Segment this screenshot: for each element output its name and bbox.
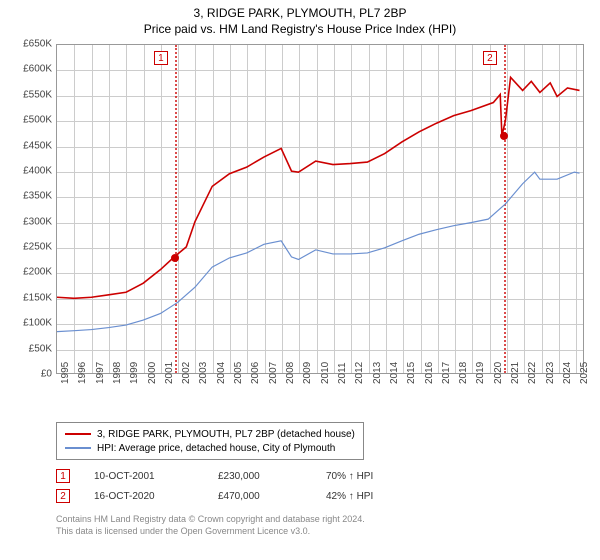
marker-badge: 1 bbox=[56, 469, 70, 483]
titles: 3, RIDGE PARK, PLYMOUTH, PL7 2BP Price p… bbox=[0, 0, 600, 36]
y-axis-label: £200K bbox=[8, 267, 52, 278]
footnote-line: Contains HM Land Registry data © Crown c… bbox=[56, 514, 365, 526]
legend-row: HPI: Average price, detached house, City… bbox=[65, 441, 355, 455]
y-axis-label: £350K bbox=[8, 191, 52, 202]
transaction-dot bbox=[500, 132, 508, 140]
footnote-line: This data is licensed under the Open Gov… bbox=[56, 526, 365, 538]
transaction-pct: 42% ↑ HPI bbox=[326, 491, 416, 502]
transaction-dot bbox=[171, 254, 179, 262]
series-hpi bbox=[57, 172, 580, 332]
marker-badge: 2 bbox=[56, 489, 70, 503]
y-axis-label: £0 bbox=[8, 369, 52, 380]
title-subtitle: Price paid vs. HM Land Registry's House … bbox=[0, 22, 600, 36]
y-axis-label: £600K bbox=[8, 64, 52, 75]
series-svg bbox=[57, 45, 583, 373]
marker-box: 2 bbox=[483, 51, 497, 65]
y-axis-label: £50K bbox=[8, 343, 52, 354]
legend-label: HPI: Average price, detached house, City… bbox=[97, 443, 335, 454]
y-axis-label: £150K bbox=[8, 292, 52, 303]
transaction-table: 1 10-OCT-2001 £230,000 70% ↑ HPI 2 16-OC… bbox=[56, 466, 416, 506]
table-row: 2 16-OCT-2020 £470,000 42% ↑ HPI bbox=[56, 486, 416, 506]
legend-label: 3, RIDGE PARK, PLYMOUTH, PL7 2BP (detach… bbox=[97, 429, 355, 440]
chart-area: 12 £0£50K£100K£150K£200K£250K£300K£350K£… bbox=[8, 44, 592, 414]
y-axis-label: £450K bbox=[8, 140, 52, 151]
legend-swatch bbox=[65, 433, 91, 435]
transaction-pct: 70% ↑ HPI bbox=[326, 471, 416, 482]
legend-swatch bbox=[65, 447, 91, 449]
footnote: Contains HM Land Registry data © Crown c… bbox=[56, 514, 365, 537]
chart-container: 3, RIDGE PARK, PLYMOUTH, PL7 2BP Price p… bbox=[0, 0, 600, 560]
y-axis-label: £500K bbox=[8, 115, 52, 126]
y-axis-label: £400K bbox=[8, 165, 52, 176]
marker-box: 1 bbox=[154, 51, 168, 65]
transaction-date: 10-OCT-2001 bbox=[94, 471, 218, 482]
legend: 3, RIDGE PARK, PLYMOUTH, PL7 2BP (detach… bbox=[56, 422, 364, 460]
transaction-price: £230,000 bbox=[218, 471, 326, 482]
legend-row: 3, RIDGE PARK, PLYMOUTH, PL7 2BP (detach… bbox=[65, 427, 355, 441]
y-axis-label: £250K bbox=[8, 242, 52, 253]
transaction-price: £470,000 bbox=[218, 491, 326, 502]
table-row: 1 10-OCT-2001 £230,000 70% ↑ HPI bbox=[56, 466, 416, 486]
title-address: 3, RIDGE PARK, PLYMOUTH, PL7 2BP bbox=[0, 6, 600, 20]
transaction-date: 16-OCT-2020 bbox=[94, 491, 218, 502]
series-property bbox=[57, 77, 580, 298]
y-axis-label: £550K bbox=[8, 89, 52, 100]
y-axis-label: £100K bbox=[8, 318, 52, 329]
y-axis-label: £300K bbox=[8, 216, 52, 227]
plot-area: 12 bbox=[56, 44, 584, 374]
y-axis-label: £650K bbox=[8, 39, 52, 50]
